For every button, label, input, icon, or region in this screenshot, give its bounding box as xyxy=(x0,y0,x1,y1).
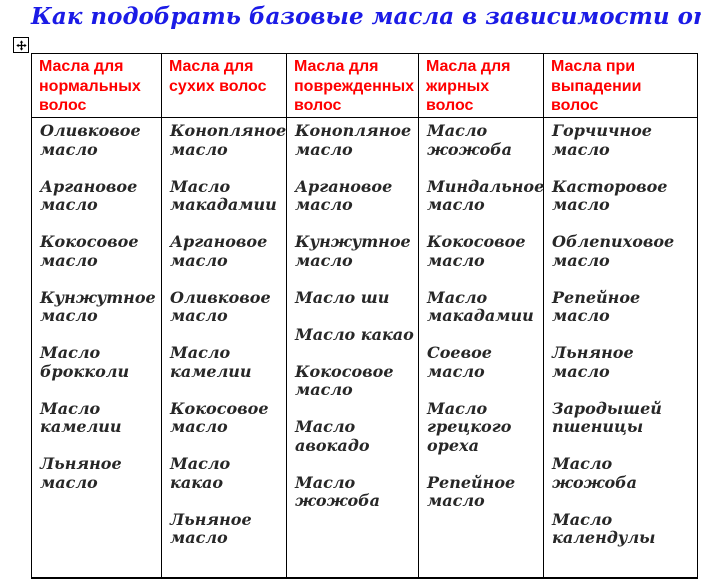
oil-item: Масло камелии xyxy=(170,343,252,381)
oil-item: Масло макадамии xyxy=(427,287,534,325)
oil-item: Масло авокадо xyxy=(295,417,370,455)
body-row: Оливковое масло Аргановое масло Кокосовое … xyxy=(31,117,698,578)
oil-item: Масло какао xyxy=(295,324,414,344)
oil-item: Масло брокколи xyxy=(40,343,130,381)
oil-item: Льняное масло xyxy=(40,454,122,492)
oil-item: Оливковое масло xyxy=(170,287,271,325)
oil-item: Касторовое масло xyxy=(552,176,668,214)
oil-item: Миндальное масло xyxy=(427,176,545,214)
oil-item: Масло грецкого ореха xyxy=(427,398,512,455)
oil-item: Кокосовое масло xyxy=(295,361,394,399)
oil-item: Масло какао xyxy=(170,454,231,492)
oil-item: Репейное масло xyxy=(427,472,516,510)
oil-item: Масло календулы xyxy=(552,509,656,547)
oil-item: Масло жожоба xyxy=(427,121,513,159)
oil-item: Масло макадамии xyxy=(170,176,277,214)
oil-item: Аргановое масло xyxy=(40,176,138,214)
column-header-normal-hair: Масла для нормальных волос xyxy=(31,53,162,118)
column-items-normal-hair: Оливковое масло Аргановое масло Кокосовое … xyxy=(31,117,162,578)
column-items-dry-hair: Конопляное масло Масло макадамии Аргановое… xyxy=(161,117,287,578)
oil-item: Кокосовое масло xyxy=(170,398,269,436)
oil-item: Кокосовое масло xyxy=(427,232,526,270)
oil-item: Конопляное масло xyxy=(295,121,412,159)
oil-item: Кунжутное масло xyxy=(40,287,156,325)
column-header-oily-hair: Масла для жирных волос xyxy=(418,53,544,118)
column-items-oily-hair: Масло жожоба Миндальное масло Кокосовое ма… xyxy=(418,117,545,578)
oil-item: Конопляное масло xyxy=(170,121,287,159)
oil-item: Масло жожоба xyxy=(295,472,381,510)
oil-item: Масло жожоба xyxy=(552,454,638,492)
oil-item: Кунжутное масло xyxy=(295,232,411,270)
oil-item: Облепиховое масло xyxy=(552,232,675,270)
oils-table: Масла для нормальных волос Масла для сух… xyxy=(31,53,698,579)
page-title: Как подобрать базовые масла в зависимост… xyxy=(31,3,701,30)
column-header-hair-loss: Масла при выпадении волос xyxy=(543,53,698,118)
oil-item: Горчичное масло xyxy=(552,121,652,159)
oil-item: Аргановое масло xyxy=(170,232,268,270)
oil-item: Аргановое масло xyxy=(295,176,393,214)
oil-item: Соевое масло xyxy=(427,343,492,381)
column-items-hair-loss: Горчичное масло Касторовое масло Облепихов… xyxy=(543,117,698,578)
column-header-dry-hair: Масла для сухих волос xyxy=(161,53,287,118)
move-icon xyxy=(15,39,27,51)
oil-item: Масло камелии xyxy=(40,398,122,436)
table-move-handle[interactable] xyxy=(13,37,29,53)
oil-item: Кокосовое масло xyxy=(40,232,139,270)
oil-item: Льняное масло xyxy=(552,343,634,381)
oil-item: Зародышей пшеницы xyxy=(552,398,662,436)
column-header-damaged-hair: Масла для поврежденных волос xyxy=(286,53,419,118)
header-row: Масла для нормальных волос Масла для сух… xyxy=(31,53,698,118)
oil-item: Льняное масло xyxy=(170,509,252,547)
column-items-damaged-hair: Конопляное масло Аргановое масло Кунжутное… xyxy=(286,117,419,578)
oil-item: Масло ши xyxy=(295,287,390,307)
oil-item: Репейное масло xyxy=(552,287,641,325)
oil-item: Оливковое масло xyxy=(40,121,141,159)
